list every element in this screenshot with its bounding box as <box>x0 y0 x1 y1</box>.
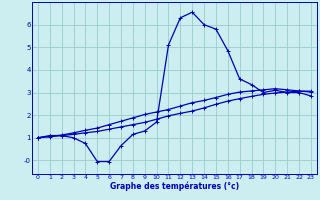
X-axis label: Graphe des températures (°c): Graphe des températures (°c) <box>110 182 239 191</box>
